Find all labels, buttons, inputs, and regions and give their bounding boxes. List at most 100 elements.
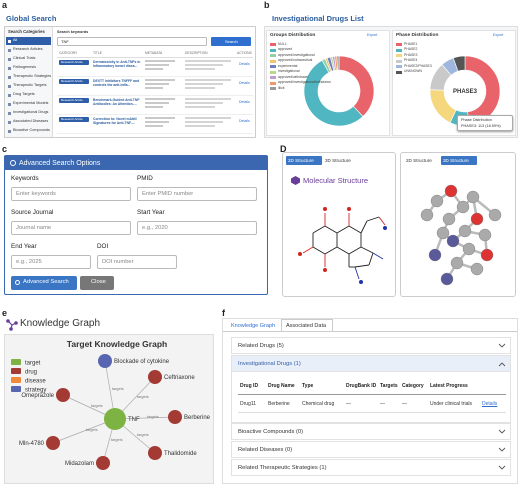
details-link[interactable]: Details	[239, 62, 250, 66]
category-item[interactable]: Drug Targets	[6, 91, 51, 99]
description-line	[185, 98, 231, 100]
category-icon	[8, 48, 11, 52]
accordion-header[interactable]: Related Therapeutic Strategies (1)	[231, 459, 511, 476]
bond	[312, 225, 326, 234]
structure-title: Molecular Structure	[303, 176, 369, 185]
atom	[478, 228, 492, 242]
donut-segment	[336, 55, 340, 71]
legend-swatch	[396, 54, 402, 57]
close-button[interactable]: Close	[80, 276, 114, 290]
table-header: Drug ID	[240, 383, 259, 389]
legend-label: approved/nutraceutical	[278, 58, 313, 63]
bond	[348, 225, 362, 234]
table-cell: Under clinical trials	[430, 401, 472, 407]
accordion-title: Related Drugs (5)	[238, 342, 284, 349]
button-label: Close	[91, 279, 106, 285]
accordion-header[interactable]: Bioactive Compounds (0)	[231, 423, 511, 440]
tab-active[interactable]: Associated Data	[281, 319, 333, 331]
description-line	[185, 68, 215, 70]
atom	[420, 208, 434, 222]
text-input[interactable]: Enter PMID number	[137, 187, 257, 201]
result-title[interactable]: Correction to: Novel mAbN Signatures for…	[93, 117, 137, 126]
bond	[336, 246, 350, 255]
category-item[interactable]: Investigational Drugs	[6, 109, 51, 117]
category-item[interactable]: All	[6, 37, 51, 45]
category-item[interactable]: Therapeutic Targets	[6, 82, 51, 90]
table-cell: Chemical drug	[302, 401, 335, 407]
category-item[interactable]: Therapeutic Strategies	[6, 73, 51, 81]
graph-node	[96, 456, 110, 470]
text-input[interactable]: e.g., 2025	[11, 255, 91, 269]
accordion-header[interactable]: Investigational Drugs (1)	[231, 355, 511, 372]
chevron	[498, 447, 506, 452]
metadata-line	[145, 125, 163, 127]
structure-card: 2D Structure 3D Structure Molecular Struct…	[282, 152, 396, 297]
tab-label: 2D Structure	[406, 157, 432, 163]
row-rule	[57, 76, 253, 77]
text-input[interactable]: e.g., 2020	[137, 221, 257, 235]
panel-label: D	[280, 144, 287, 154]
node-label: TNF	[128, 417, 140, 423]
text-input[interactable]: Journal name	[11, 221, 131, 235]
node-label: Omeprazole	[21, 393, 54, 399]
table-rule	[238, 412, 506, 413]
category-item[interactable]: Associated Diseases	[6, 118, 51, 126]
text-input[interactable]: Enter keywords	[11, 187, 131, 201]
sidebar: Search Categories All Research Articles Cli…	[5, 27, 53, 137]
description-line	[185, 64, 223, 66]
result-title[interactable]: DEXTT inhibitors TNFFF and controls the …	[93, 79, 140, 88]
tooltip: Phase Distribution PHASE3: 113 (18.59%)	[457, 115, 513, 131]
donut-segment	[452, 55, 466, 72]
details-link[interactable]: Details	[239, 100, 250, 104]
metadata-line	[145, 121, 169, 123]
category-label: Pathogenesis	[13, 65, 37, 69]
search-button[interactable]: Search	[211, 37, 251, 46]
legend-label: PHASE3	[404, 52, 418, 57]
bond	[336, 225, 350, 234]
export-button[interactable]: Export	[367, 33, 378, 37]
result-title[interactable]: Dermatoxicity in Anti-TNFs in Inflammato…	[93, 60, 141, 69]
accordion-title: Bioactive Compounds (0)	[238, 428, 304, 435]
category-item[interactable]: Pathogenesis	[6, 64, 51, 72]
details-link[interactable]: Details	[239, 81, 250, 85]
export-button[interactable]: Export	[493, 33, 504, 37]
metadata-line	[145, 106, 163, 108]
details-link[interactable]: Details	[482, 401, 498, 407]
text-input[interactable]: DOI number	[97, 255, 177, 269]
bond	[324, 225, 338, 234]
tab[interactable]: Knowledge Graph	[231, 323, 276, 329]
category-item[interactable]: Experimental Models	[6, 100, 51, 108]
advanced-search-button[interactable]: Advanced Search	[11, 276, 77, 290]
details-link[interactable]: Details	[239, 119, 250, 123]
graph-node	[46, 436, 60, 450]
atom	[428, 248, 442, 262]
accordion-header[interactable]: Related Drugs (5)	[231, 337, 511, 354]
tab[interactable]: 2D Structure	[404, 156, 440, 165]
edge-label: targets	[137, 433, 149, 437]
table-cell: —	[402, 401, 407, 407]
graph-title: Target Knowledge Graph	[67, 339, 167, 349]
accordion-header[interactable]: Related Diseases (0)	[231, 441, 511, 458]
description-line	[185, 87, 215, 89]
search-input[interactable]: TNF	[57, 37, 207, 46]
atom	[462, 242, 476, 256]
atom	[470, 212, 484, 226]
tab[interactable]: 3D Structure	[323, 156, 359, 165]
row-rule	[57, 133, 253, 134]
result-title[interactable]: Benchmark-Guided Anti-TNF Antibodies: An…	[93, 98, 140, 107]
edge-label: targets	[91, 404, 103, 408]
category-item[interactable]: Research Articles	[6, 46, 51, 54]
category-icon	[8, 111, 11, 115]
atom	[458, 224, 472, 238]
node-label: Midazolam	[65, 461, 94, 467]
graph-node	[148, 370, 162, 384]
category-item[interactable]: Bioactive Compounds	[6, 127, 51, 135]
edge-label: targets	[111, 438, 123, 442]
tab[interactable]: 2D Structure	[286, 156, 322, 165]
tab[interactable]: 3D Structure	[441, 156, 477, 165]
center-label: PHASE3	[453, 89, 478, 95]
category-icon	[8, 75, 11, 79]
category-item[interactable]: Clinical Trials	[6, 55, 51, 63]
category-icon	[8, 66, 11, 70]
